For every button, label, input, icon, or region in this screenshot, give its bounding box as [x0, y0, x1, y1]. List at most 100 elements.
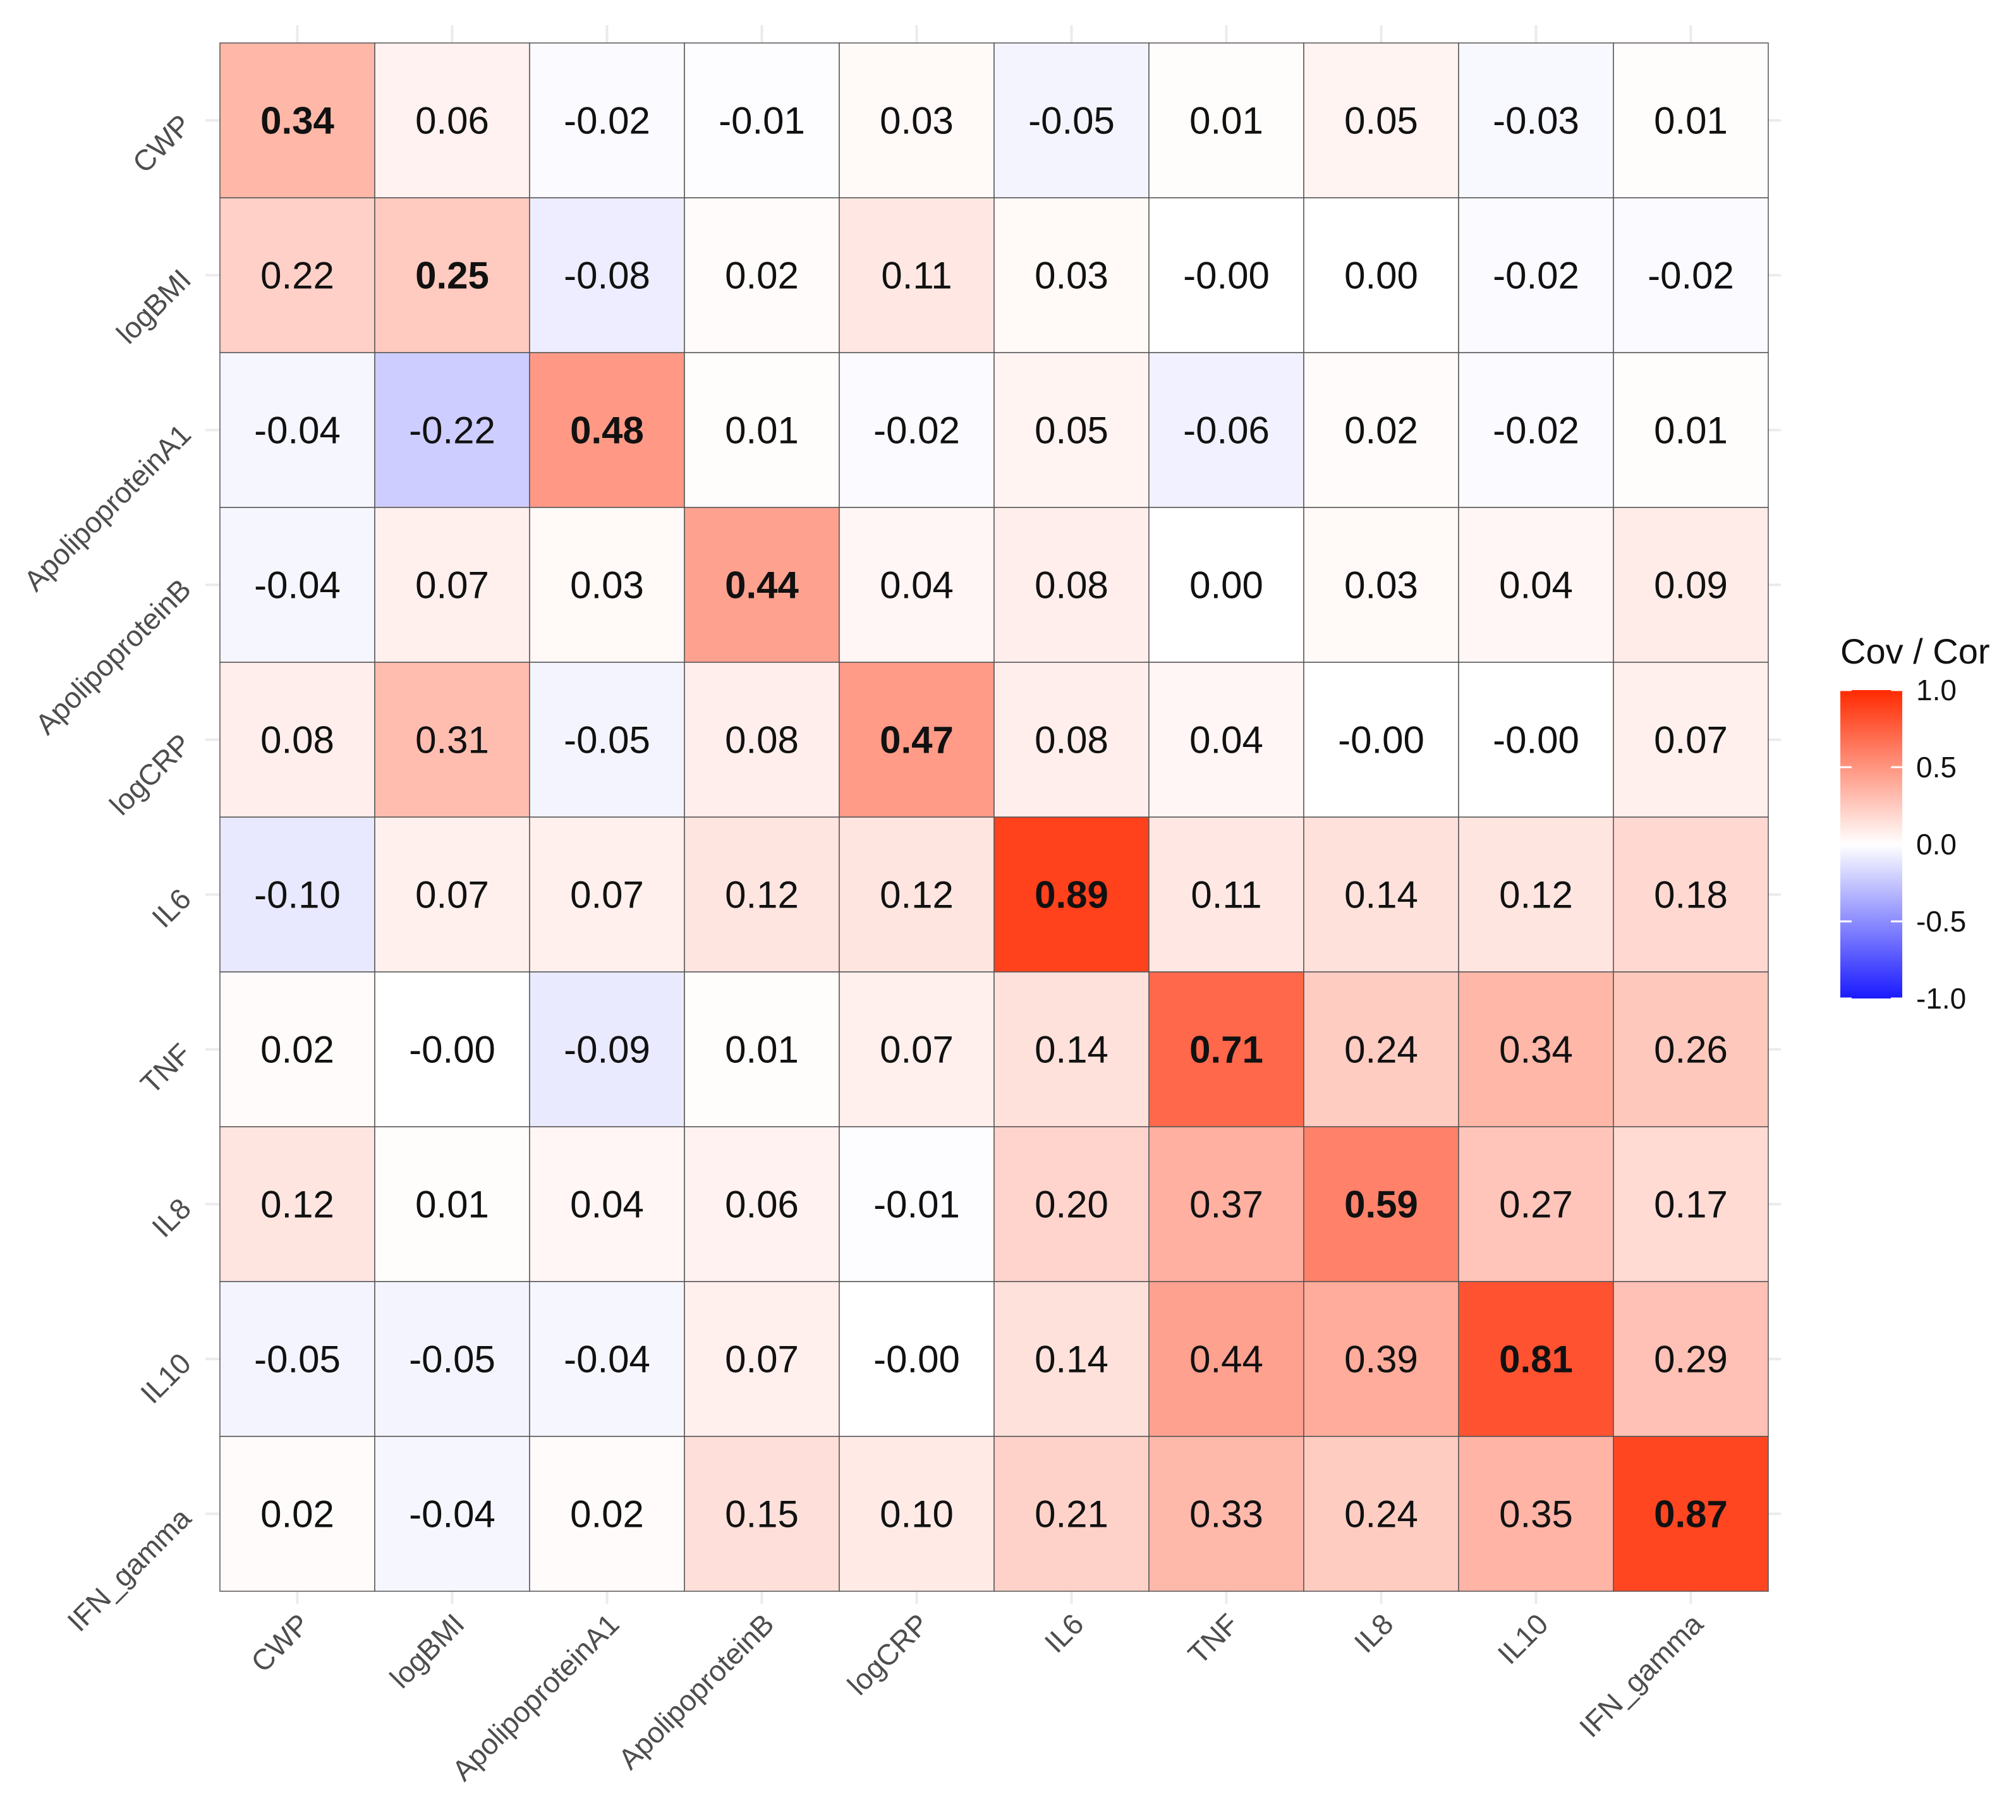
cell-value-label: 0.29 — [1654, 1338, 1728, 1381]
heatmap-cell — [1148, 816, 1304, 973]
heatmap-cell — [1613, 662, 1769, 818]
cell-value-label: 0.33 — [1189, 1493, 1263, 1536]
heatmap-cell — [219, 1281, 375, 1437]
heatmap-cell — [219, 1436, 375, 1592]
color-legend: Cov / Cor 1.0 0.5 0.0 -0.5 -1.0 — [1840, 631, 1990, 1015]
cell-value-label: 0.02 — [725, 255, 799, 297]
heatmap-cell — [1303, 352, 1459, 508]
cell-value-label: 0.35 — [1499, 1493, 1573, 1536]
cell-value-label: 0.12 — [725, 874, 799, 916]
cell-value-label: 0.00 — [1189, 564, 1263, 607]
cell-value-label: 0.04 — [570, 1184, 644, 1226]
heatmap-cell — [1303, 507, 1459, 663]
cell-value-label: 0.04 — [1499, 564, 1573, 607]
cell-value-label: 0.00 — [1344, 255, 1418, 297]
x-tick-label: IL10 — [1491, 1607, 1554, 1670]
heatmap-cell — [993, 816, 1150, 973]
cell-value-label: 0.12 — [880, 874, 954, 916]
x-tick-label: IL6 — [1038, 1607, 1090, 1659]
heatmap-cell — [1613, 1126, 1769, 1282]
cell-value-label: -0.08 — [564, 255, 650, 297]
y-tick-label: logCRP — [103, 727, 197, 822]
cell-value-label: -0.02 — [1648, 255, 1734, 297]
cell-value-label: -0.04 — [254, 410, 341, 452]
heatmap-cell — [684, 662, 840, 818]
y-tick-label: logBMI — [110, 263, 197, 350]
cell-value-label: 0.05 — [1344, 100, 1418, 142]
heatmap-cell — [684, 1281, 840, 1437]
heatmap-cell — [219, 1126, 375, 1282]
x-tick-label: IFN_gamma — [1573, 1607, 1709, 1744]
heatmap-cell — [1148, 662, 1304, 818]
heatmap-cell — [993, 971, 1150, 1127]
heatmap-cell — [1303, 42, 1459, 198]
heatmap-cell — [1613, 971, 1769, 1127]
cell-value-label: 0.31 — [415, 719, 489, 761]
cell-value-label: 0.26 — [1654, 1029, 1728, 1071]
heatmap-cell — [1148, 971, 1304, 1127]
cell-value-label: 0.07 — [415, 564, 489, 607]
y-tick-label: IL8 — [145, 1192, 197, 1244]
heatmap-cell — [1458, 42, 1614, 198]
legend-tick-label: -0.5 — [1916, 905, 1966, 938]
y-tick-label: TNF — [134, 1037, 197, 1100]
cell-value-label: 0.17 — [1654, 1184, 1728, 1226]
heatmap-cell — [529, 1436, 685, 1592]
cell-value-label: -0.01 — [873, 1184, 960, 1226]
heatmap-cell — [839, 1281, 995, 1437]
cell-value-label: -0.01 — [719, 100, 805, 142]
heatmap-cell — [1303, 1126, 1459, 1282]
cell-value-label: 0.87 — [1654, 1493, 1728, 1536]
cell-value-label: 0.07 — [1654, 719, 1728, 761]
cell-value-label: 0.02 — [570, 1493, 644, 1536]
cell-value-label: -0.04 — [409, 1493, 495, 1536]
cell-value-label: 0.81 — [1499, 1338, 1573, 1381]
cell-value-label: 0.71 — [1189, 1029, 1263, 1071]
heatmap-cell — [1148, 1281, 1304, 1437]
cell-value-label: 0.25 — [415, 255, 489, 297]
heatmap-cell — [219, 197, 375, 353]
cell-value-label: 0.01 — [725, 410, 799, 452]
heatmap-cell — [684, 197, 840, 353]
cell-value-label: 0.15 — [725, 1493, 799, 1536]
y-tick-label: IL6 — [145, 882, 197, 934]
cell-value-label: -0.05 — [409, 1338, 495, 1381]
heatmap-cell — [993, 662, 1150, 818]
cell-value-label: 0.21 — [1035, 1493, 1108, 1536]
heatmap-cell — [839, 352, 995, 508]
cell-value-label: 0.37 — [1189, 1184, 1263, 1226]
y-tick-label: ApolipoproteinA1 — [18, 418, 198, 598]
cell-value-label: 0.02 — [260, 1029, 334, 1071]
cell-value-label: 0.44 — [1189, 1338, 1263, 1381]
x-tick-label: TNF — [1182, 1607, 1245, 1670]
heatmap-cell — [1613, 1281, 1769, 1437]
cell-value-label: 0.11 — [1191, 874, 1261, 916]
heatmap-cell — [529, 662, 685, 818]
cell-value-label: 0.24 — [1344, 1493, 1418, 1536]
cell-value-label: -0.00 — [1183, 255, 1270, 297]
heatmap-cells — [219, 42, 1769, 1592]
cell-value-label: -0.00 — [1493, 719, 1579, 761]
heatmap-cell-labels: 0.34 0.06 -0.02 -0.01 0.03 -0.05 0.01 0.05 -0.03… — [254, 100, 1734, 1536]
cell-value-label: 0.06 — [415, 100, 489, 142]
heatmap-cell — [374, 197, 530, 353]
heatmap-cell — [374, 1126, 530, 1282]
heatmap-cell — [219, 816, 375, 973]
legend-title: Cov / Cor — [1840, 631, 1990, 671]
heatmap-cell — [219, 42, 375, 198]
cell-value-label: 0.03 — [570, 564, 644, 607]
heatmap-cell — [1613, 352, 1769, 508]
heatmap-cell — [684, 971, 840, 1127]
cell-value-label: 0.12 — [260, 1184, 334, 1226]
cell-value-label: 0.06 — [725, 1184, 799, 1226]
cell-value-label: 0.01 — [1654, 410, 1728, 452]
heatmap-cell — [374, 1436, 530, 1592]
x-tick-label: ApolipoproteinA1 — [446, 1607, 626, 1787]
heatmap-cell — [684, 1436, 840, 1592]
heatmap-cell — [1458, 1436, 1614, 1592]
x-tick-label: logBMI — [384, 1607, 471, 1694]
cell-value-label: 0.27 — [1499, 1184, 1573, 1226]
cell-value-label: 0.10 — [880, 1493, 954, 1536]
x-tick-label: logCRP — [841, 1607, 935, 1701]
cell-value-label: -0.04 — [254, 564, 341, 607]
